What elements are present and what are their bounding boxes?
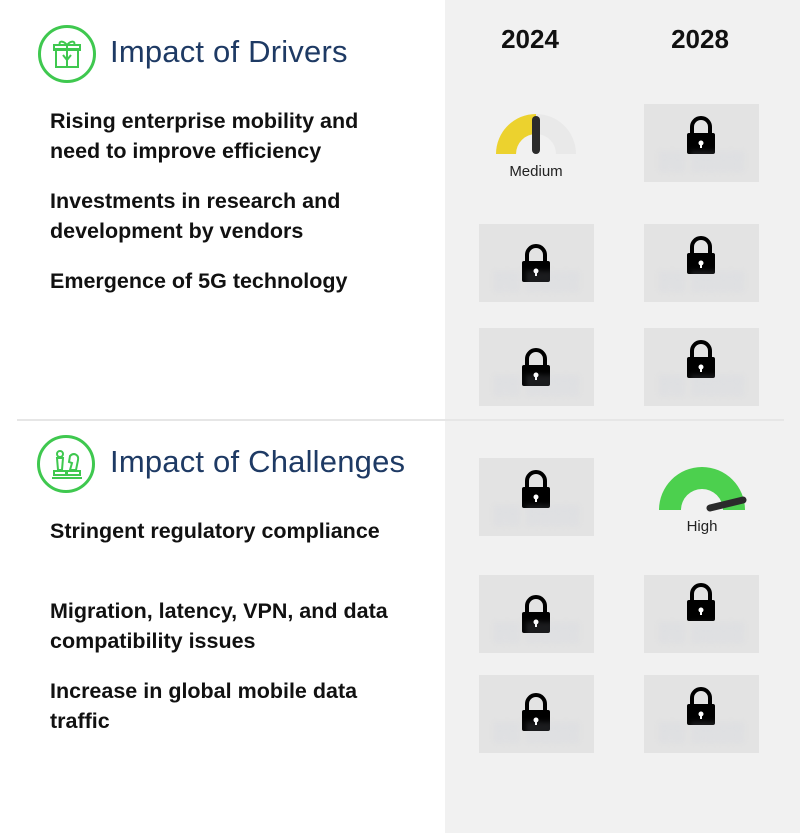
- blurred-value: ░░ ░░░░: [493, 271, 580, 292]
- blurred-value: ░░ ░░░░: [493, 505, 580, 526]
- locked-cell[interactable]: ░░ ░░░░: [479, 575, 594, 653]
- chess-pieces-icon: [37, 435, 95, 493]
- drivers-title: Impact of Drivers: [110, 34, 348, 69]
- locked-cell[interactable]: ░░ ░░░░: [479, 675, 594, 753]
- lock-icon: [522, 470, 550, 508]
- locked-cell[interactable]: ░░ ░░░░: [644, 328, 759, 406]
- lock-icon: [522, 693, 550, 731]
- lock-icon: [522, 595, 550, 633]
- lock-icon: [687, 116, 715, 154]
- lock-icon: [522, 244, 550, 282]
- lock-icon: [687, 583, 715, 621]
- lock-icon: [687, 687, 715, 725]
- locked-cell[interactable]: ░░ ░░░░: [644, 675, 759, 753]
- challenge-label-1: Stringent regulatory compliance: [50, 519, 380, 543]
- challenge-label-2: Migration, latency, VPN, and data compat…: [50, 599, 388, 653]
- lock-icon: [687, 340, 715, 378]
- challenge-label-3: Increase in global mobile data traffic: [50, 679, 358, 733]
- lock-icon: [687, 236, 715, 274]
- year-header-2024: 2024: [501, 24, 559, 54]
- driver-label-2: Investments in research and development …: [50, 189, 341, 243]
- blurred-value: ░░ ░░░░: [658, 271, 745, 292]
- year-header-2028: 2028: [671, 24, 729, 54]
- medium-gauge-icon: [496, 114, 576, 154]
- blurred-value: ░░ ░░░░: [658, 151, 745, 172]
- locked-cell[interactable]: ░░ ░░░░: [644, 104, 759, 182]
- locked-cell[interactable]: ░░ ░░░░: [644, 575, 759, 653]
- section-divider: [17, 419, 784, 421]
- blurred-value: ░░ ░░░░: [493, 722, 580, 743]
- blurred-value: ░░ ░░░░: [658, 375, 745, 396]
- gift-box-icon: [38, 25, 96, 83]
- challenges-title: Impact of Challenges: [110, 444, 406, 479]
- blurred-value: ░░ ░░░░: [493, 375, 580, 396]
- locked-cell[interactable]: ░░ ░░░░: [479, 458, 594, 536]
- locked-cell[interactable]: ░░ ░░░░: [479, 328, 594, 406]
- driver-label-1: Rising enterprise mobility and need to i…: [50, 109, 359, 163]
- locked-cell[interactable]: ░░ ░░░░: [479, 224, 594, 302]
- blurred-value: ░░ ░░░░: [658, 622, 745, 643]
- locked-cell[interactable]: ░░ ░░░░: [644, 224, 759, 302]
- blurred-value: ░░ ░░░░: [493, 622, 580, 643]
- gauge-label-medium: Medium: [509, 163, 563, 180]
- lock-icon: [522, 348, 550, 386]
- blurred-value: ░░ ░░░░: [658, 722, 745, 743]
- gauge-label-high: High: [686, 518, 718, 535]
- high-gauge-icon: [659, 467, 747, 512]
- driver-label-3: Emergence of 5G technology: [50, 269, 348, 293]
